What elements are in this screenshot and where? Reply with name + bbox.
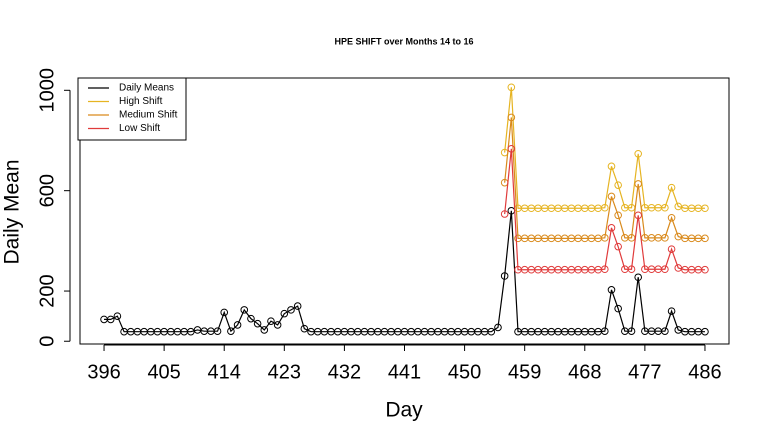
data-point — [634, 273, 642, 282]
data-point — [667, 213, 676, 222]
data-point — [701, 327, 709, 336]
data-point — [500, 210, 509, 218]
data-point — [674, 326, 683, 334]
data-point — [106, 315, 115, 324]
data-point — [601, 327, 609, 336]
data-point — [113, 312, 122, 320]
data-point — [667, 183, 676, 192]
x-tick-label: 405 — [147, 361, 180, 383]
data-point — [701, 234, 709, 243]
data-point — [661, 203, 669, 212]
series-line — [504, 148, 705, 271]
data-point — [661, 234, 669, 242]
data-point — [280, 309, 289, 318]
data-point — [634, 180, 642, 188]
data-point — [607, 192, 616, 201]
x-tick-label: 432 — [328, 361, 361, 383]
legend-label: High Shift — [119, 96, 163, 107]
y-tick-label: 600 — [36, 174, 58, 207]
data-point — [253, 319, 262, 328]
data-point — [607, 224, 616, 232]
data-point — [667, 307, 676, 315]
data-point — [267, 317, 275, 325]
y-tick-label: 200 — [36, 274, 58, 307]
data-point — [634, 149, 642, 158]
data-point — [614, 211, 622, 220]
data-point — [674, 232, 683, 241]
data-point — [614, 242, 622, 251]
data-point — [507, 83, 516, 92]
data-point — [701, 204, 709, 213]
data-point — [627, 265, 636, 274]
y-tick-label: 1000 — [36, 68, 58, 113]
legend-label: Daily Means — [119, 83, 174, 94]
data-point — [247, 314, 255, 323]
series-line — [504, 117, 705, 239]
y-tick-label: 0 — [36, 336, 58, 347]
data-point — [233, 321, 242, 329]
data-point — [260, 326, 269, 334]
legend-label: Low Shift — [119, 123, 160, 134]
data-point — [607, 162, 616, 171]
data-point — [494, 323, 502, 332]
data-point — [220, 308, 229, 317]
legend-label: Medium Shift — [119, 110, 178, 121]
chart-title: HPE SHIFT over Months 14 to 16 — [334, 36, 473, 46]
data-point — [287, 306, 295, 314]
data-point — [634, 211, 642, 220]
y-axis-label: Daily Mean — [1, 159, 24, 264]
data-point — [627, 327, 636, 336]
data-point — [487, 327, 496, 336]
data-point — [601, 265, 609, 274]
data-point — [300, 324, 309, 333]
data-point — [507, 144, 516, 153]
data-point — [187, 327, 195, 336]
x-tick-label: 423 — [268, 361, 301, 383]
data-point — [614, 181, 622, 189]
data-point — [601, 234, 609, 242]
data-point — [601, 203, 609, 212]
plot-box — [79, 77, 730, 345]
data-point — [273, 321, 282, 329]
data-point — [674, 264, 683, 272]
data-point — [607, 285, 616, 294]
series-line — [504, 87, 705, 209]
data-point — [614, 304, 622, 313]
x-tick-label: 477 — [628, 361, 661, 383]
data-point — [213, 327, 222, 336]
data-point — [293, 302, 302, 310]
x-tick-label: 486 — [688, 361, 721, 383]
x-tick-label: 450 — [448, 361, 481, 383]
data-point — [227, 327, 235, 336]
series-line — [104, 210, 705, 333]
data-point — [500, 272, 509, 280]
x-tick-label: 414 — [208, 361, 241, 383]
data-point — [701, 265, 709, 274]
data-point — [507, 113, 516, 122]
x-tick-label: 459 — [508, 361, 541, 383]
data-point — [674, 202, 683, 211]
x-tick-label: 396 — [87, 361, 120, 383]
x-tick-label: 468 — [568, 361, 601, 383]
data-point — [661, 265, 669, 274]
data-point — [667, 245, 676, 253]
data-point — [661, 327, 669, 336]
data-point — [240, 306, 249, 314]
x-axis-label: Day — [385, 399, 423, 422]
x-tick-label: 441 — [388, 361, 421, 383]
